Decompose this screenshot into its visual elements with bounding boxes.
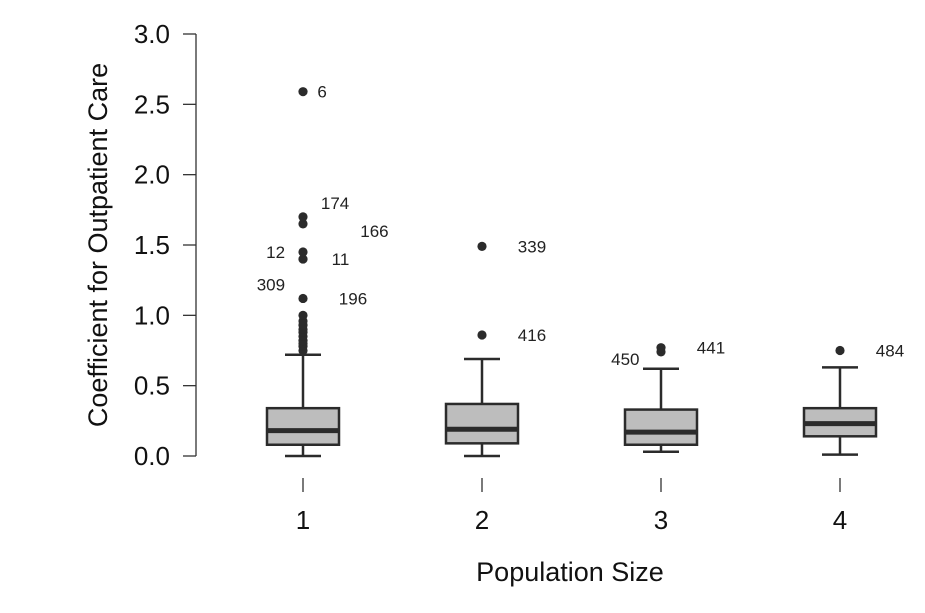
x-tick-label: 4 (833, 505, 847, 535)
outlier-point (477, 330, 487, 340)
outlier-point (477, 241, 487, 252)
y-tick-label: 1.5 (134, 230, 170, 260)
outlier-label: 484 (876, 342, 904, 361)
y-tick-label: 3.0 (134, 19, 170, 49)
outlier-label: 309 (257, 275, 285, 294)
outlier-point (298, 87, 308, 97)
box-group-4: 484 (802, 342, 904, 456)
box-group-1: 6 174 166 12 11 309 196 (257, 83, 389, 458)
y-tick-label: 1.0 (134, 300, 170, 330)
outlier-point (298, 219, 308, 229)
outlier-point (298, 310, 308, 320)
box-iqr (444, 402, 520, 445)
outlier-point (656, 343, 666, 353)
x-tick-label: 3 (654, 505, 668, 535)
y-tick-label: 0.5 (134, 371, 170, 401)
box-iqr (623, 408, 699, 446)
outlier-label: 196 (339, 289, 367, 308)
outlier-label: 339 (518, 237, 546, 256)
outlier-point (298, 254, 308, 264)
box-iqr (265, 406, 341, 446)
outlier-point (298, 247, 308, 257)
outlier-point (298, 293, 308, 304)
x-tick-label: 1 (296, 505, 310, 535)
outlier-point (835, 345, 845, 356)
x-axis: 1 2 3 4 (296, 478, 847, 535)
outlier-label: 174 (321, 194, 349, 213)
box-group-3: 441 450 (611, 339, 725, 454)
outlier-label: 416 (518, 326, 546, 345)
outlier-point (298, 212, 308, 222)
y-tick-label: 0.0 (134, 441, 170, 471)
outlier-label: 12 (266, 243, 285, 262)
boxes-group: 6 174 166 12 11 309 196 339 416 441 450 484 (257, 83, 904, 458)
x-tick-label: 2 (475, 505, 489, 535)
outlier-label: 6 (317, 83, 326, 102)
y-axis: 0.0 0.5 1.0 1.5 2.0 2.5 3.0 (134, 19, 197, 471)
y-tick-label: 2.5 (134, 89, 170, 119)
box-group-2: 339 416 (444, 237, 546, 458)
outlier-label: 166 (360, 222, 388, 241)
outlier-label: 450 (611, 350, 639, 369)
x-axis-label: Population Size (476, 557, 664, 587)
y-axis-label: Coefficient for Outpatient Care (83, 63, 113, 427)
outlier-label: 11 (332, 250, 350, 269)
y-tick-label: 2.0 (134, 160, 170, 190)
outlier-label: 441 (697, 339, 725, 358)
